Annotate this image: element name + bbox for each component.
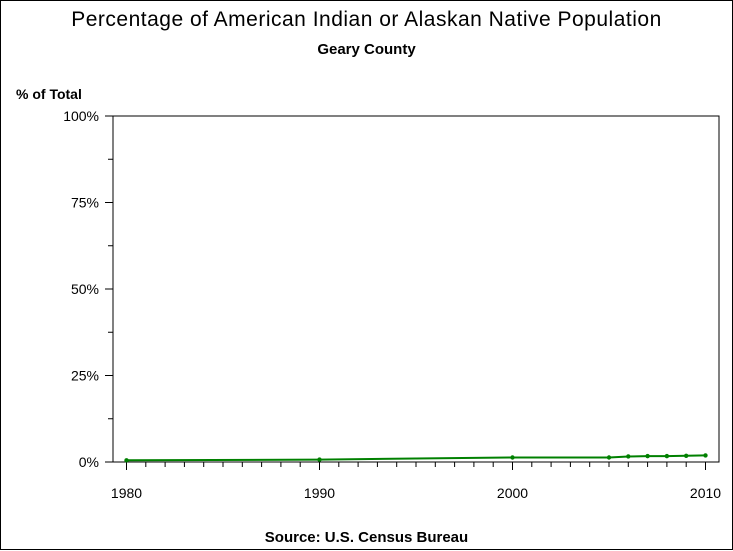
data-point [683,453,689,458]
x-tick-label: 1980 [111,485,142,501]
y-axis-label: % of Total [16,86,82,102]
data-point [124,458,129,463]
chart-title: Percentage of American Indian or Alaskan… [71,8,662,31]
plot-area [112,115,720,463]
data-point [317,457,322,462]
data-point [645,453,650,459]
x-tick-label: 2010 [690,485,721,501]
data-point [606,455,612,460]
data-point [664,453,670,459]
series-line [126,454,706,462]
y-tick-label: 25% [71,368,99,384]
data-point [703,453,708,458]
x-tick-label: 2000 [497,485,528,501]
data-point [626,454,631,459]
y-tick-label: 75% [71,195,99,211]
chart-source: Source: U.S. Census Bureau [264,529,469,546]
y-tick-label: 100% [63,108,99,124]
chart-subtitle: Geary County [317,41,416,58]
data-point [510,455,515,460]
y-tick-label: 0% [79,454,99,470]
y-tick-label: 50% [71,281,99,297]
x-tick-label: 1990 [304,485,335,501]
